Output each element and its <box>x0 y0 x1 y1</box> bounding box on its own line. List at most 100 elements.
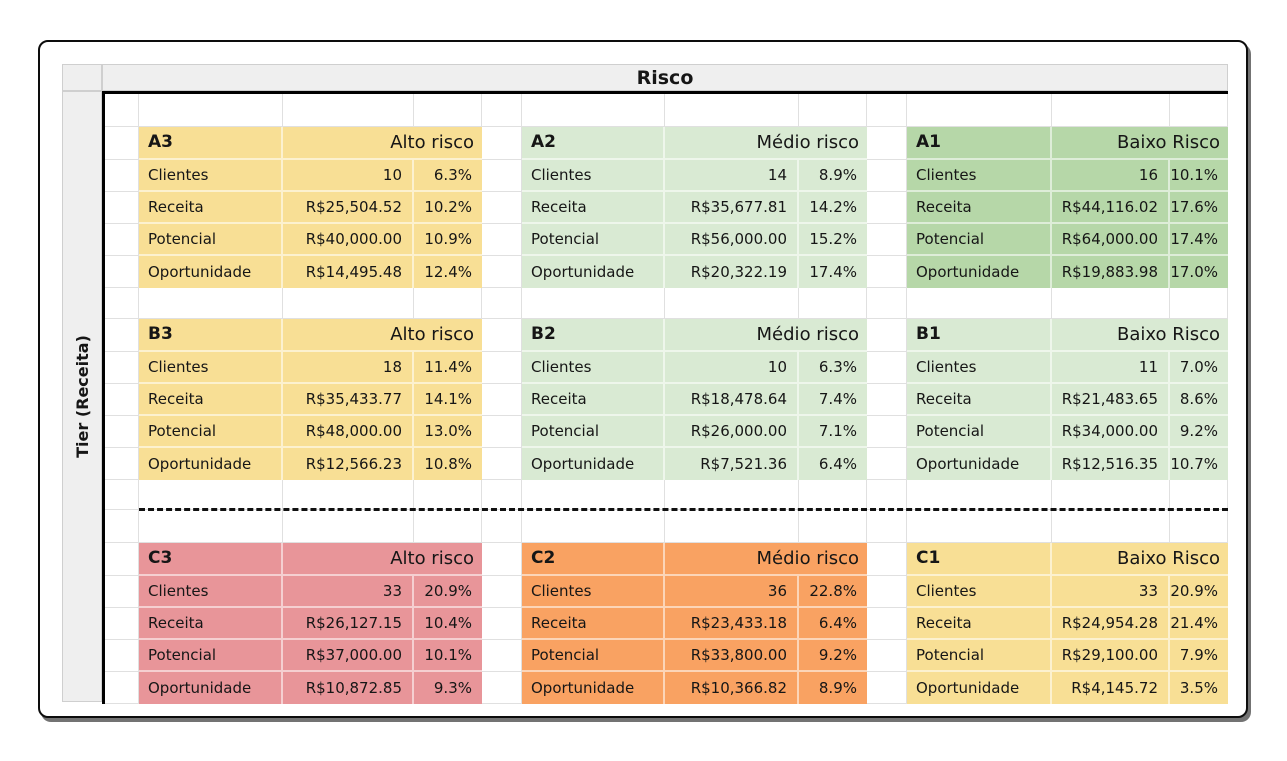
metric-label-cell[interactable]: Receita <box>522 192 665 224</box>
metric-label-cell[interactable]: Receita <box>907 384 1052 416</box>
metric-value-cell[interactable]: 10 <box>283 160 414 192</box>
metric-label-cell[interactable]: Clientes <box>907 576 1052 608</box>
metric-pct-cell[interactable]: 14.2% <box>799 192 867 224</box>
metric-label-cell[interactable]: Potencial <box>522 640 665 672</box>
metric-pct-cell[interactable]: 9.3% <box>433 678 472 697</box>
metric-label-cell[interactable]: Clientes <box>139 160 283 192</box>
block-code-cell[interactable]: A2 <box>522 127 665 160</box>
block-risk-label-cell[interactable]: Baixo Risco <box>1052 127 1228 160</box>
metric-label-cell[interactable]: Receita <box>139 384 283 416</box>
metric-value-cell[interactable]: R$44,116.02 <box>1052 192 1170 224</box>
metric-pct-cell[interactable]: 6.4% <box>799 608 867 640</box>
metric-pct-cell[interactable]: 10.1% <box>1170 160 1228 192</box>
metric-value-cell[interactable]: R$26,000.00 <box>665 416 799 448</box>
metric-pct-cell[interactable]: 11.4% <box>414 352 482 384</box>
metric-label-cell[interactable]: Oportunidade <box>139 672 283 704</box>
metric-label-cell[interactable]: Potencial <box>907 640 1052 672</box>
metric-value-cell[interactable]: 33 <box>283 576 414 608</box>
metric-pct-cell[interactable]: 8.9% <box>799 160 867 192</box>
metric-pct-cell[interactable]: 21.4% <box>1170 608 1228 640</box>
block-code-cell[interactable]: A3 <box>139 127 283 160</box>
metric-value-cell[interactable]: R$18,478.64 <box>665 384 799 416</box>
metric-label-cell[interactable]: Potencial <box>522 416 665 448</box>
metric-value-cell[interactable]: R$14,495.48 <box>283 256 414 288</box>
metric-value-cell[interactable]: R$10,366.82 <box>665 672 799 704</box>
block-code-cell[interactable]: C1 <box>907 543 1052 576</box>
metric-label-cell[interactable]: Receita <box>907 192 1052 224</box>
block-code-cell[interactable]: B1 <box>907 319 1052 352</box>
metric-value-cell[interactable]: R$7,521.36 <box>665 448 799 480</box>
metric-value-cell[interactable]: R$20,322.19 <box>665 256 799 288</box>
metric-value-cell[interactable]: 18 <box>283 352 414 384</box>
metric-label-cell[interactable]: Receita <box>522 384 665 416</box>
metric-value-cell[interactable]: 11 <box>1052 352 1170 384</box>
metric-pct-cell[interactable]: 3.5% <box>1179 678 1218 697</box>
metric-pct-cell[interactable]: 10.7% <box>1170 454 1218 473</box>
metric-pct-cell[interactable]: 8.6% <box>1170 384 1228 416</box>
metric-value-cell[interactable]: R$35,433.77 <box>283 384 414 416</box>
metric-label-cell[interactable]: Potencial <box>907 224 1052 256</box>
metric-label-cell[interactable]: Clientes <box>522 160 665 192</box>
metric-value-cell[interactable]: 16 <box>1052 160 1170 192</box>
metric-pct-cell[interactable]: 6.3% <box>414 160 482 192</box>
metric-label-cell[interactable]: Potencial <box>907 416 1052 448</box>
metric-label-cell[interactable]: Oportunidade <box>522 448 665 480</box>
metric-label-cell[interactable]: Receita <box>139 192 283 224</box>
metric-value-cell[interactable]: R$4,145.72 <box>1052 672 1170 704</box>
block-risk-label-cell[interactable]: Alto risco <box>283 543 482 576</box>
metric-pct-cell[interactable]: 22.8% <box>799 576 867 608</box>
block-code-cell[interactable]: B3 <box>139 319 283 352</box>
metric-label-cell[interactable]: Clientes <box>522 352 665 384</box>
metric-label-cell[interactable]: Receita <box>907 608 1052 640</box>
metric-label-cell[interactable]: Potencial <box>139 640 283 672</box>
metric-value-cell[interactable]: R$34,000.00 <box>1052 416 1170 448</box>
block-code-cell[interactable]: A1 <box>907 127 1052 160</box>
metric-pct-cell[interactable]: 17.0% <box>1170 262 1218 281</box>
metric-pct-cell[interactable]: 7.0% <box>1170 352 1228 384</box>
block-code-cell[interactable]: C2 <box>522 543 665 576</box>
block-risk-label-cell[interactable]: Baixo Risco <box>1052 543 1228 576</box>
tier-header-cell[interactable]: Tier (Receita) <box>62 91 102 702</box>
metric-pct-cell[interactable]: 10.1% <box>414 640 482 672</box>
metric-label-cell[interactable]: Clientes <box>522 576 665 608</box>
metric-pct-cell[interactable]: 14.1% <box>414 384 482 416</box>
metric-value-cell[interactable]: 10 <box>665 352 799 384</box>
metric-pct-cell[interactable]: 12.4% <box>424 262 472 281</box>
metric-value-cell[interactable]: R$10,872.85 <box>283 672 414 704</box>
metric-value-cell[interactable]: R$56,000.00 <box>665 224 799 256</box>
metric-pct-cell[interactable]: 10.8% <box>424 454 472 473</box>
metric-pct-cell[interactable]: 10.4% <box>414 608 482 640</box>
block-code-cell[interactable]: C3 <box>139 543 283 576</box>
metric-label-cell[interactable]: Clientes <box>907 160 1052 192</box>
metric-value-cell[interactable]: R$19,883.98 <box>1052 256 1170 288</box>
metric-value-cell[interactable]: R$40,000.00 <box>283 224 414 256</box>
metric-value-cell[interactable]: R$12,566.23 <box>283 448 414 480</box>
metric-value-cell[interactable]: R$12,516.35 <box>1052 448 1170 480</box>
block-risk-label-cell[interactable]: Alto risco <box>283 319 482 352</box>
metric-value-cell[interactable]: R$24,954.28 <box>1052 608 1170 640</box>
metric-pct-cell[interactable]: 8.9% <box>818 678 857 697</box>
metric-value-cell[interactable]: R$23,433.18 <box>665 608 799 640</box>
metric-value-cell[interactable]: R$29,100.00 <box>1052 640 1170 672</box>
metric-value-cell[interactable]: R$48,000.00 <box>283 416 414 448</box>
metric-value-cell[interactable]: R$64,000.00 <box>1052 224 1170 256</box>
metric-pct-cell[interactable]: 17.6% <box>1170 192 1228 224</box>
metric-pct-cell[interactable]: 7.1% <box>799 416 867 448</box>
metric-label-cell[interactable]: Clientes <box>139 576 283 608</box>
risco-header-cell[interactable]: Risco <box>102 64 1228 91</box>
metric-label-cell[interactable]: Clientes <box>907 352 1052 384</box>
metric-value-cell[interactable]: R$25,504.52 <box>283 192 414 224</box>
metric-label-cell[interactable]: Clientes <box>139 352 283 384</box>
metric-pct-cell[interactable]: 10.9% <box>414 224 482 256</box>
metric-pct-cell[interactable]: 9.2% <box>1170 416 1228 448</box>
metric-value-cell[interactable]: 14 <box>665 160 799 192</box>
metric-pct-cell[interactable]: 9.2% <box>799 640 867 672</box>
metric-value-cell[interactable]: R$35,677.81 <box>665 192 799 224</box>
metric-label-cell[interactable]: Potencial <box>139 224 283 256</box>
block-risk-label-cell[interactable]: Médio risco <box>665 127 867 160</box>
metric-pct-cell[interactable]: 20.9% <box>414 576 482 608</box>
metric-label-cell[interactable]: Potencial <box>139 416 283 448</box>
block-code-cell[interactable]: B2 <box>522 319 665 352</box>
metric-value-cell[interactable]: R$26,127.15 <box>283 608 414 640</box>
metric-label-cell[interactable]: Oportunidade <box>907 256 1052 288</box>
